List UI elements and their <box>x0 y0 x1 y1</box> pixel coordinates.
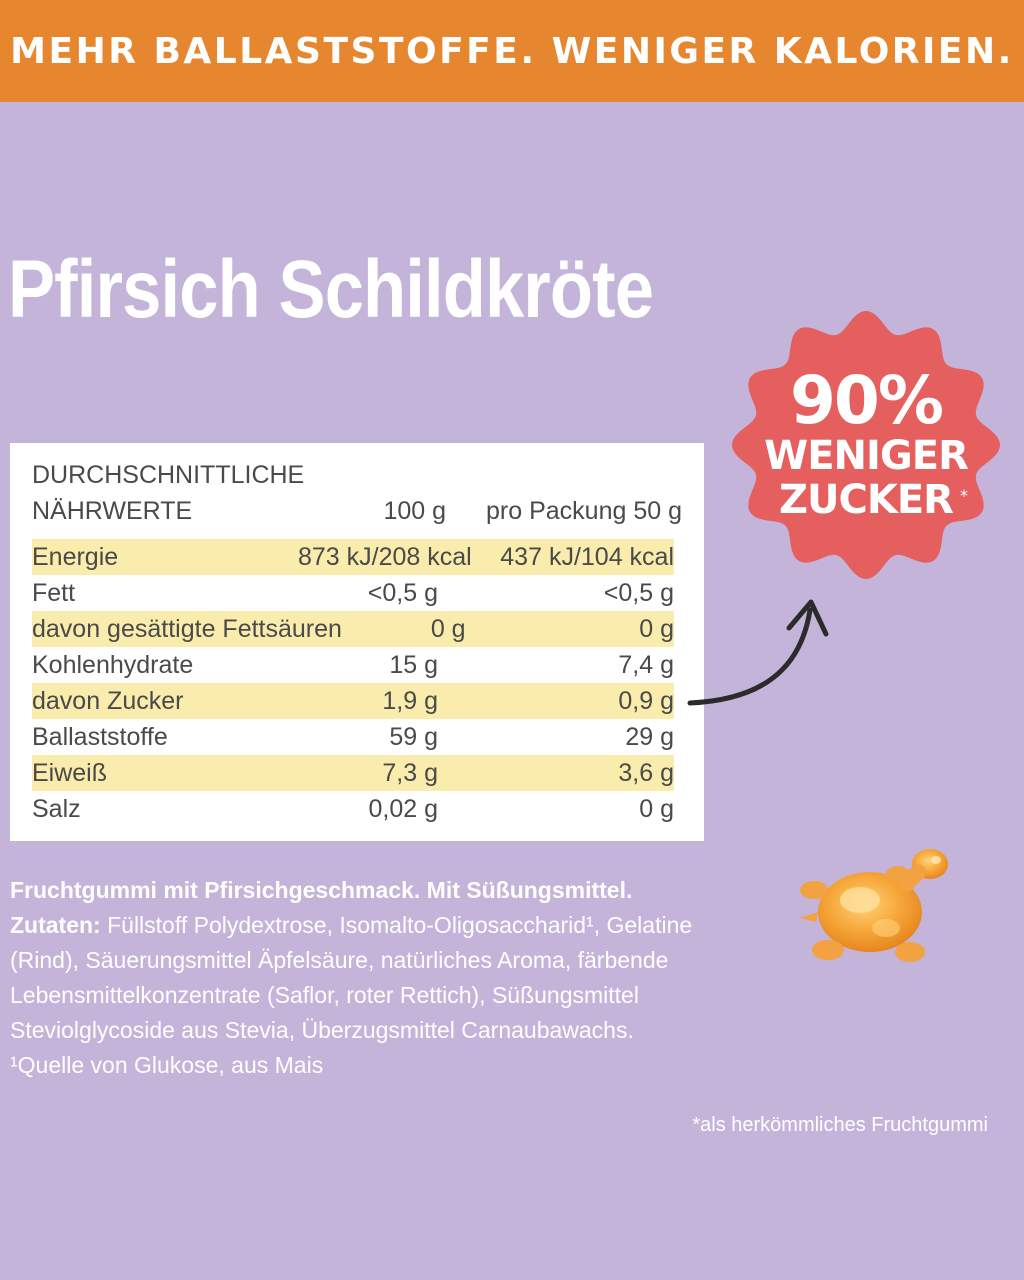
nutrient-label: Salz <box>32 794 81 823</box>
nutrient-label: davon gesättigte Fettsäuren <box>32 614 342 643</box>
turtle-gummy-icon <box>800 849 948 962</box>
value-per-100g: 15 g <box>389 650 438 679</box>
value-per-pack: 3,6 g <box>618 758 674 787</box>
value-per-pack: 29 g <box>625 722 674 751</box>
nutrient-label: Eiweiß <box>32 758 108 787</box>
nutrition-row: davon gesättigte Fettsäuren 0 g 0 g <box>32 611 674 647</box>
nutrition-row: Eiweiß 7,3 g 3,6 g <box>32 755 674 791</box>
nutrition-table: DURCHSCHNITTLICHE NÄHRWERTE 100 g pro Pa… <box>10 443 704 841</box>
product-description: Fruchtgummi mit Pfirsichgeschmack. Mit S… <box>10 877 633 903</box>
nutrition-row: davon Zucker 1,9 g 0,9 g <box>32 683 674 719</box>
value-per-100g: 0,02 g <box>368 794 438 823</box>
value-per-pack: <0,5 g <box>603 578 674 607</box>
curved-arrow-icon <box>687 599 829 706</box>
badge-line-1: WENIGER <box>764 433 969 479</box>
value-per-100g: 873 kJ/208 kcal <box>298 542 472 571</box>
value-per-pack: 0 g <box>639 794 674 823</box>
value-per-pack: 0,9 g <box>618 686 674 715</box>
value-per-pack: 0 g <box>639 614 674 643</box>
nutrition-row: Kohlenhydrate 15 g 7,4 g <box>32 647 674 683</box>
value-per-100g: 1,9 g <box>382 686 438 715</box>
header-line-2: NÄHRWERTE <box>32 497 193 525</box>
ingredients-footnote: ¹Quelle von Glukose, aus Mais <box>10 1052 324 1078</box>
column-header-100g: 100 g <box>383 497 446 525</box>
ingredients-list: Füllstoff Polydextrose, Isomalto-Oligosa… <box>10 912 693 1043</box>
top-banner: MEHR BALLASTSTOFFE. WENIGER KALORIEN. <box>0 0 1024 102</box>
nutrition-row: Energie 873 kJ/208 kcal 437 kJ/104 kcal <box>32 539 674 575</box>
badge-percent: 90% <box>790 362 944 439</box>
ingredients-block: Fruchtgummi mit Pfirsichgeschmack. Mit S… <box>10 873 710 1083</box>
value-per-pack: 437 kJ/104 kcal <box>500 542 674 571</box>
nutrient-label: davon Zucker <box>32 686 184 715</box>
badge-shape <box>732 311 1000 579</box>
badge-line-2: ZUCKER <box>779 477 954 523</box>
sugar-badge: 90% WENIGER ZUCKER * <box>724 303 1008 587</box>
value-per-100g: <0,5 g <box>367 578 438 607</box>
nutrient-label: Kohlenhydrate <box>32 650 194 679</box>
nutrient-label: Energie <box>32 542 119 571</box>
nutrition-row: Salz 0,02 g 0 g <box>32 791 674 827</box>
nutrition-row: Ballaststoffe 59 g 29 g <box>32 719 674 755</box>
banner-text: MEHR BALLASTSTOFFE. WENIGER KALORIEN. <box>10 30 1014 72</box>
ingredients-label: Zutaten: <box>10 912 101 938</box>
ingredients-text: Zutaten: Füllstoff Polydextrose, Isomalt… <box>10 908 710 1048</box>
header-line-1: DURCHSCHNITTLICHE <box>32 461 305 489</box>
badge-asterisk: * <box>959 486 968 505</box>
nutrition-row: Fett <0,5 g <0,5 g <box>32 575 674 611</box>
footnote: *als herkömmliches Fruchtgummi <box>692 1114 988 1136</box>
nutrient-label: Ballaststoffe <box>32 722 168 751</box>
nutrition-table-header: DURCHSCHNITTLICHE NÄHRWERTE 100 g pro Pa… <box>32 457 682 529</box>
value-per-100g: 7,3 g <box>382 758 438 787</box>
value-per-pack: 7,4 g <box>618 650 674 679</box>
product-title: Pfirsich Schildkröte <box>8 244 654 335</box>
value-per-100g: 59 g <box>389 722 438 751</box>
nutrition-rows: Energie 873 kJ/208 kcal 437 kJ/104 kcal Fet… <box>32 539 674 827</box>
column-header-per-pack: pro Packung 50 g <box>486 497 682 525</box>
value-per-100g: 0 g <box>430 614 466 643</box>
nutrient-label: Fett <box>32 578 76 607</box>
